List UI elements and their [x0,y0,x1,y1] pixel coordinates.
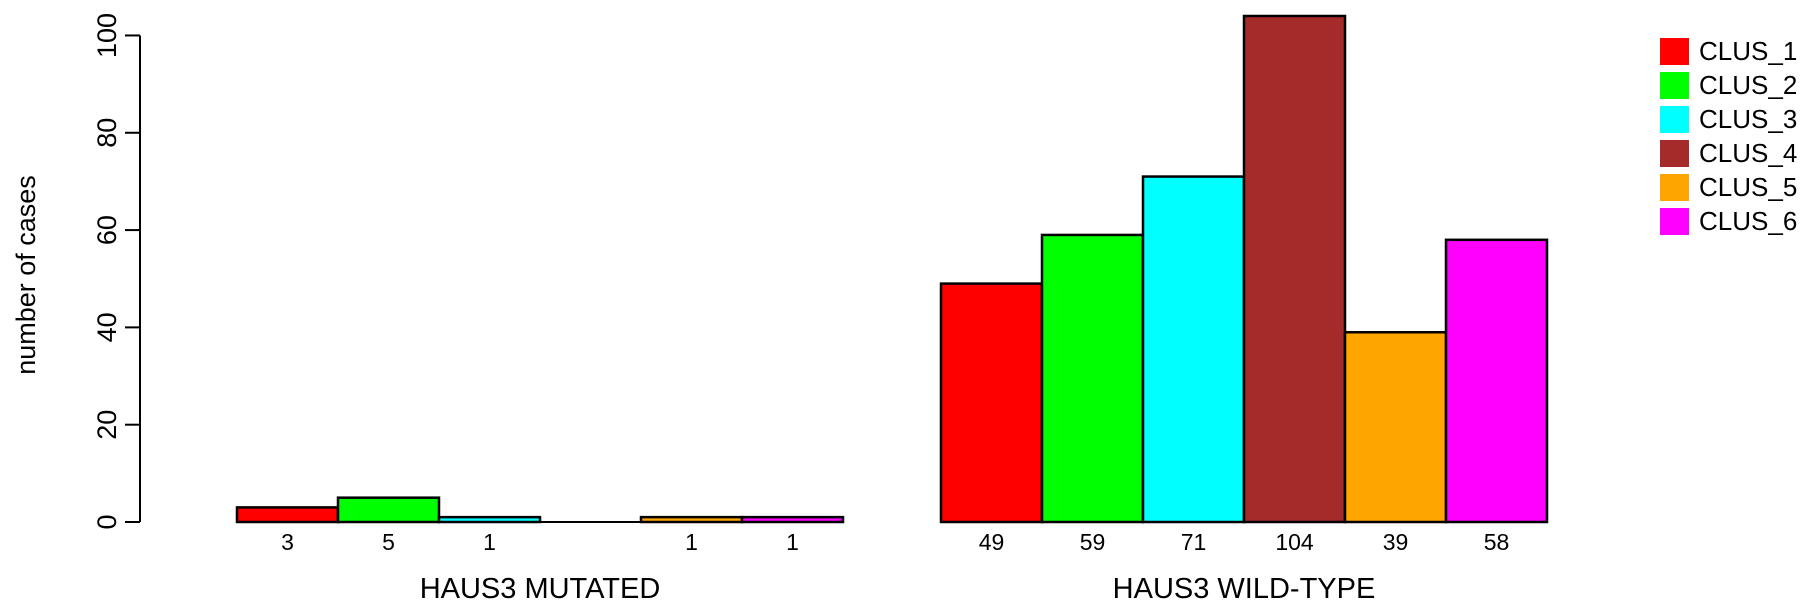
bar [639,515,744,524]
bar-value-label: 1 [685,529,698,555]
legend-label: CLUS_3 [1699,104,1797,134]
y-tick-label: 100 [92,13,122,58]
legend-swatch [1660,106,1689,133]
legend-label: CLUS_6 [1699,206,1797,236]
group-label: HAUS3 MUTATED [420,573,661,605]
group-label: HAUS3 WILD-TYPE [1113,573,1376,605]
bar [740,515,845,524]
bar [1040,233,1145,524]
value-labels: 3 5 1 1 1 49 59 71 104 39 58 [281,529,1509,555]
bar-value-label: 59 [1080,529,1106,555]
bar [939,282,1044,524]
bar [336,496,441,524]
y-tick-label: 60 [92,215,122,245]
legend-label: CLUS_5 [1699,172,1797,202]
legend-swatch [1660,174,1689,201]
bars [235,14,1549,524]
bar [1444,238,1549,524]
legend-label: CLUS_4 [1699,138,1797,168]
legend-label: CLUS_2 [1699,70,1797,100]
bar-value-label: 104 [1275,529,1314,555]
bar [1343,331,1448,524]
bar [1141,175,1246,524]
y-tick-label: 0 [92,514,122,529]
bar-value-label: 71 [1181,529,1207,555]
legend: CLUS_1 CLUS_2 CLUS_3 CLUS_4 CLUS_5 CLUS_6 [1660,36,1797,236]
bar [235,506,340,524]
bar [437,515,542,524]
legend-swatch [1660,72,1689,99]
y-tick-label: 80 [92,118,122,148]
bar-value-label: 1 [483,529,496,555]
bar-value-label: 5 [382,529,395,555]
y-axis: 0 20 40 60 80 100 [92,13,141,530]
bar-value-label: 39 [1383,529,1409,555]
bar-value-label: 58 [1484,529,1510,555]
bar-value-label: 1 [786,529,799,555]
bar-value-label: 49 [979,529,1005,555]
y-tick-label: 20 [92,410,122,440]
legend-swatch [1660,140,1689,167]
group-labels: HAUS3 MUTATED HAUS3 WILD-TYPE [420,573,1376,605]
y-tick-label: 40 [92,312,122,342]
legend-label: CLUS_1 [1699,36,1797,66]
legend-swatch [1660,208,1689,235]
y-axis-label: number of cases [11,175,41,375]
bar-value-label: 3 [281,529,294,555]
legend-swatch [1660,38,1689,65]
bar [1242,14,1347,524]
